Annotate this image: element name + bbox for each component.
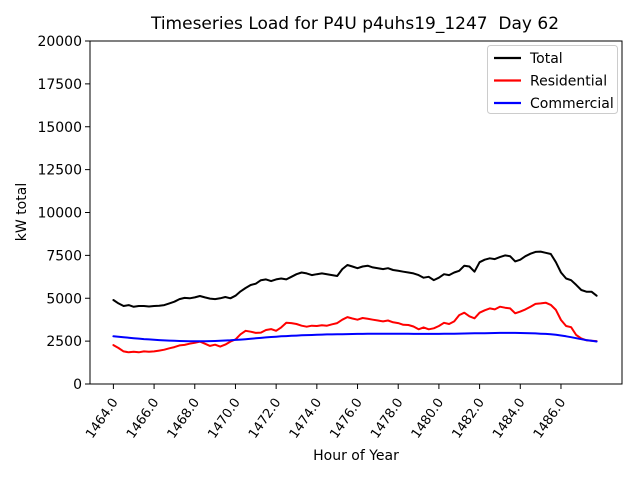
y-tick-label: 10000 <box>37 206 82 222</box>
x-tick-label: 1470.0 <box>205 396 243 442</box>
y-tick-label: 20000 <box>37 34 82 50</box>
x-axis-ticks: 1464.0 1466.0 1468.0 1470.0 1472.0 1474.0 1476… <box>83 384 569 442</box>
y-tick-label: 17500 <box>37 77 82 93</box>
legend-label-commercial: Commercial <box>530 96 614 112</box>
plot-lines <box>112 250 598 354</box>
chart-title: Timeseries Load for P4U p4uhs19_1247 Day… <box>150 14 559 34</box>
x-tick-label: 1486.0 <box>531 396 569 442</box>
y-tick-label: 5000 <box>46 291 82 307</box>
y-tick-label: 2500 <box>46 334 82 350</box>
x-tick-label: 1482.0 <box>449 396 487 442</box>
y-axis-label: kW total <box>14 183 30 241</box>
legend: Total Residential Commercial <box>487 45 618 114</box>
x-tick-label: 1476.0 <box>327 396 365 442</box>
legend-entry-commercial: Commercial <box>494 96 614 112</box>
y-tick-label: 12500 <box>37 163 82 179</box>
commercial-series-line <box>112 331 598 343</box>
total-series-line <box>112 250 598 308</box>
legend-label-total: Total <box>529 51 563 67</box>
legend-box <box>487 45 618 114</box>
x-axis-label: Hour of Year <box>313 448 399 464</box>
x-tick-label: 1468.0 <box>165 396 203 442</box>
x-tick-label: 1484.0 <box>490 396 528 442</box>
x-tick-label: 1474.0 <box>287 396 325 442</box>
y-tick-label: 15000 <box>37 120 82 136</box>
y-tick-label: 7500 <box>46 248 82 264</box>
legend-entry-residential: Residential <box>494 74 607 90</box>
x-tick-label: 1466.0 <box>124 396 162 442</box>
residential-series-line <box>112 301 598 354</box>
legend-label-residential: Residential <box>530 74 607 90</box>
x-tick-label: 1464.0 <box>83 396 121 442</box>
x-tick-label: 1472.0 <box>246 396 284 442</box>
y-tick-label: 0 <box>73 377 82 393</box>
x-tick-label: 1478.0 <box>368 396 406 442</box>
legend-entry-total: Total <box>494 51 563 67</box>
y-axis-ticks: 0 2500 5000 7500 10000 12500 15000 17500 20000 <box>37 34 90 393</box>
axes-frame <box>89 40 623 385</box>
x-tick-label: 1480.0 <box>409 396 447 442</box>
